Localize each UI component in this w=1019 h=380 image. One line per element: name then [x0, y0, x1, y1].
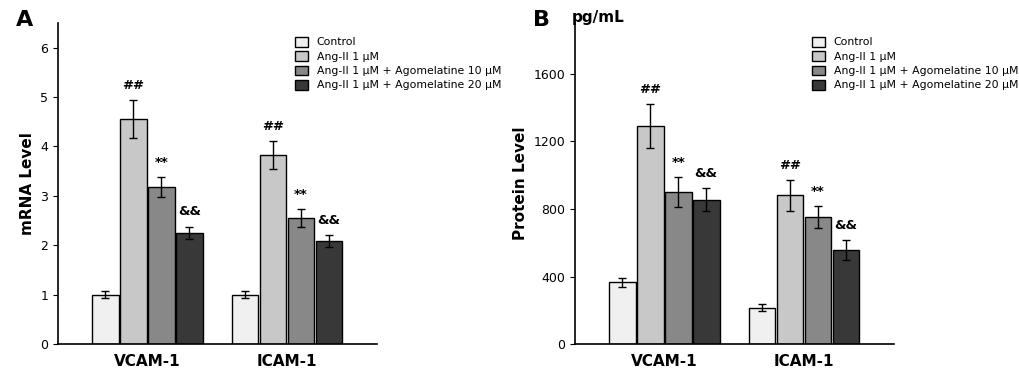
Text: B: B	[533, 10, 550, 30]
Legend: Control, Ang-II 1 μM, Ang-II 1 μM + Agomelatine 10 μM, Ang-II 1 μM + Agomelatine: Control, Ang-II 1 μM, Ang-II 1 μM + Agom…	[809, 35, 1019, 93]
Bar	[148, 187, 174, 344]
Text: &&: &&	[177, 206, 201, 218]
Bar	[776, 195, 803, 344]
Text: A: A	[16, 10, 34, 30]
Text: &&: &&	[317, 214, 340, 227]
Text: pg/mL: pg/mL	[571, 10, 624, 25]
Bar	[637, 126, 663, 344]
Bar	[231, 295, 258, 344]
Bar	[92, 295, 118, 344]
Bar	[287, 218, 314, 344]
Bar	[664, 192, 691, 344]
Y-axis label: mRNA Level: mRNA Level	[19, 132, 35, 235]
Bar	[120, 119, 147, 344]
Text: &&: &&	[694, 167, 717, 180]
Text: &&: &&	[834, 220, 857, 233]
Bar	[692, 200, 718, 344]
Text: ##: ##	[779, 159, 800, 172]
Text: **: **	[154, 156, 168, 169]
Bar	[316, 241, 342, 344]
Bar	[608, 282, 635, 344]
Bar	[748, 308, 774, 344]
Bar	[804, 217, 830, 344]
Text: ##: ##	[122, 79, 144, 92]
Text: **: **	[810, 185, 824, 198]
Text: **: **	[671, 156, 685, 169]
Text: **: **	[293, 188, 308, 201]
Y-axis label: Protein Level: Protein Level	[513, 127, 527, 240]
Legend: Control, Ang-II 1 μM, Ang-II 1 μM + Agomelatine 10 μM, Ang-II 1 μM + Agomelatine: Control, Ang-II 1 μM, Ang-II 1 μM + Agom…	[292, 35, 502, 93]
Text: ##: ##	[639, 83, 660, 96]
Bar	[832, 250, 858, 344]
Bar	[176, 233, 203, 344]
Text: ##: ##	[262, 120, 284, 133]
Bar	[260, 155, 286, 344]
